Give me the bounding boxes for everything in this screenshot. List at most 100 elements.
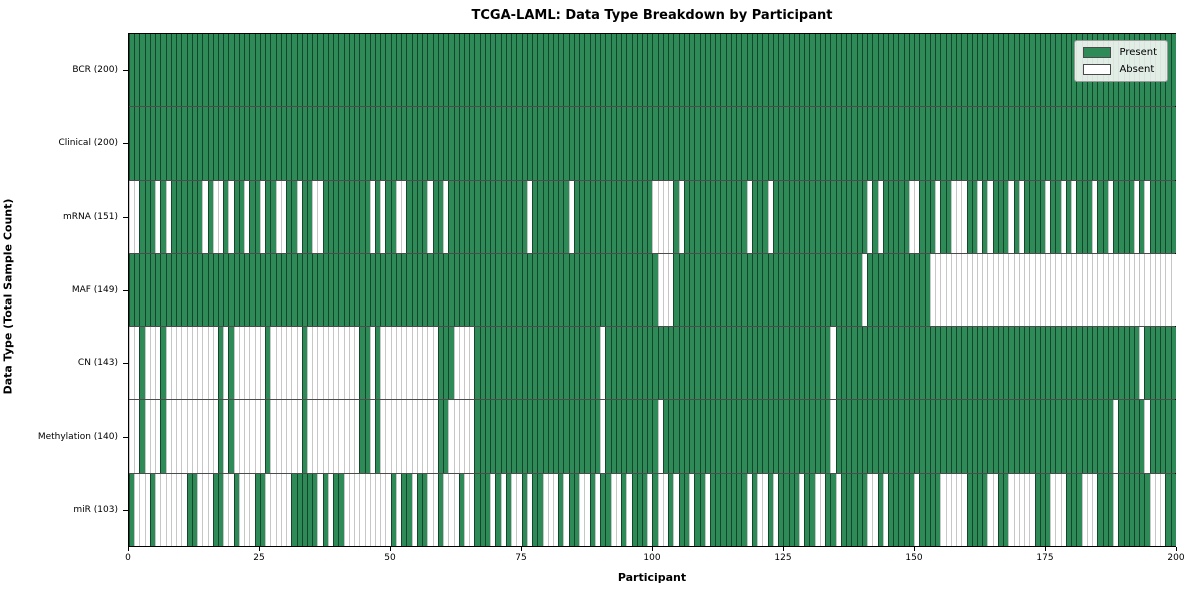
- participant-cell: [872, 327, 878, 400]
- participant-cell: [594, 34, 601, 107]
- participant-cell: [887, 107, 894, 180]
- participant-cell: [668, 473, 674, 546]
- participant-cell: [610, 473, 616, 546]
- participant-cell: [793, 327, 799, 400]
- participant-cell: [893, 327, 899, 400]
- participant-cell: [380, 180, 386, 253]
- participant-cell: [390, 34, 396, 107]
- participant-cell: [327, 473, 334, 546]
- participant-cell: [249, 107, 255, 180]
- participant-cell: [1034, 34, 1040, 107]
- participant-cell: [830, 34, 836, 107]
- participant-cell: [919, 327, 925, 400]
- participant-cell: [846, 180, 852, 253]
- participant-cell: [987, 473, 993, 546]
- participant-cell: [819, 473, 826, 546]
- participant-cell: [1118, 400, 1124, 473]
- participant-cell: [793, 400, 799, 473]
- x-tick-label: 25: [253, 553, 265, 563]
- participant-cell: [971, 253, 977, 327]
- participant-cell: [621, 253, 627, 327]
- participant-cell: [1003, 180, 1009, 253]
- participant-cell: [641, 473, 648, 546]
- participant-cell: [552, 180, 559, 253]
- participant-cell: [280, 400, 287, 473]
- participant-cell: [956, 180, 962, 253]
- participant-cell: [835, 473, 841, 546]
- participant-cell: [129, 253, 135, 327]
- participant-cell: [259, 34, 266, 107]
- participant-cell: [683, 34, 690, 107]
- participant-cell: [1154, 327, 1161, 400]
- participant-cell: [176, 327, 182, 400]
- participant-cell: [558, 107, 564, 180]
- participant-cell: [1165, 253, 1171, 327]
- participant-cell: [1081, 253, 1087, 327]
- participant-cell: [516, 473, 522, 546]
- participant-cell: [165, 253, 171, 327]
- participant-cell: [197, 327, 203, 400]
- participant-cell: [699, 180, 705, 253]
- participant-cell: [474, 400, 480, 473]
- participant-cell: [573, 180, 580, 253]
- participant-cell: [296, 34, 302, 107]
- y-tick-mark: [123, 510, 128, 512]
- participant-cell: [286, 473, 292, 546]
- participant-cell: [856, 400, 862, 473]
- participant-cell: [1139, 180, 1145, 253]
- participant-cell: [579, 34, 585, 107]
- participant-cell: [626, 34, 632, 107]
- participant-cell: [929, 34, 936, 107]
- participant-cell: [244, 473, 250, 546]
- participant-cell: [840, 107, 847, 180]
- x-tick-label: 150: [905, 553, 923, 563]
- participant-cell: [280, 34, 287, 107]
- participant-cell: [286, 34, 292, 107]
- participant-cell: [1018, 180, 1025, 253]
- participant-cell: [584, 253, 590, 327]
- participant-cell: [422, 34, 428, 107]
- participant-cell: [971, 107, 977, 180]
- participant-cell: [364, 473, 370, 546]
- participant-cell: [1128, 180, 1134, 253]
- participant-cell: [411, 180, 417, 253]
- participant-cell: [233, 34, 239, 107]
- participant-cell: [1160, 327, 1166, 400]
- participant-cell: [443, 107, 449, 180]
- participant-cell: [1039, 327, 1046, 400]
- participant-cell: [908, 34, 915, 107]
- participant-cell: [715, 327, 721, 400]
- participant-cell: [662, 34, 669, 107]
- participant-cell: [443, 34, 449, 107]
- participant-cell: [306, 253, 313, 327]
- participant-cell: [479, 107, 485, 180]
- participant-cell: [830, 400, 836, 473]
- participant-cell: [380, 473, 386, 546]
- participant-cell: [416, 400, 423, 473]
- participant-cell: [945, 327, 951, 400]
- participant-cell: [730, 180, 737, 253]
- participant-cell: [191, 327, 198, 400]
- participant-cell: [490, 473, 496, 546]
- participant-cell: [835, 253, 841, 327]
- participant-cell: [422, 253, 428, 327]
- participant-cell: [699, 34, 705, 107]
- participant-cell: [160, 253, 166, 327]
- participant-cell: [987, 34, 993, 107]
- participant-cell: [1092, 253, 1098, 327]
- participant-cell: [746, 253, 752, 327]
- participant-cell: [228, 180, 234, 253]
- participant-cell: [1134, 253, 1140, 327]
- participant-cell: [448, 327, 454, 400]
- participant-cell: [327, 107, 334, 180]
- participant-cell: [872, 34, 878, 107]
- participant-cell: [673, 327, 679, 400]
- participant-cell: [1086, 327, 1093, 400]
- participant-cell: [354, 473, 360, 546]
- participant-cell: [1123, 253, 1129, 327]
- participant-cell: [725, 107, 731, 180]
- participant-cell: [469, 180, 475, 253]
- participant-cell: [217, 400, 224, 473]
- participant-cell: [249, 34, 255, 107]
- participant-cell: [751, 253, 758, 327]
